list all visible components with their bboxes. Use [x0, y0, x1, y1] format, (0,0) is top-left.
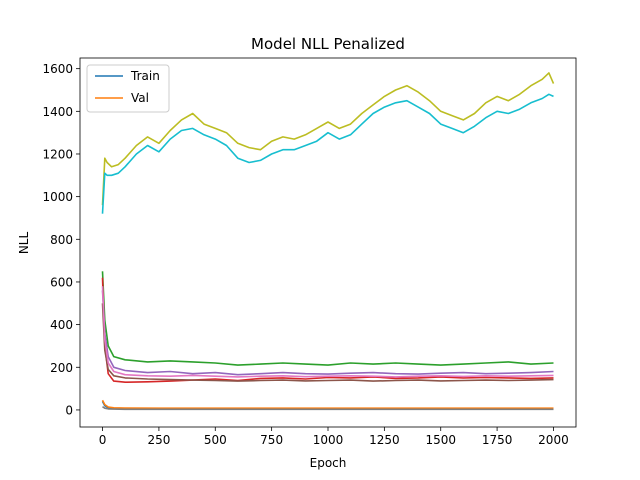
- y-tick-label: 1400: [42, 105, 73, 119]
- y-tick-label: 200: [50, 361, 73, 375]
- legend: Train Val: [86, 64, 170, 113]
- series-line-8: [102, 406, 554, 411]
- y-tick-label: 1600: [42, 62, 73, 76]
- x-tick-label: 1250: [369, 433, 400, 447]
- x-tick-label: 1750: [482, 433, 513, 447]
- x-axis-label: Epoch: [310, 456, 347, 470]
- chart-title: Model NLL Penalized: [251, 35, 405, 53]
- series-layer: [101, 72, 555, 411]
- legend-train-label: Train: [130, 69, 160, 83]
- series-line-6: [101, 303, 554, 382]
- x-tick-label: 1000: [313, 433, 344, 447]
- series-line-9: [101, 72, 555, 206]
- series-line-7: [101, 286, 554, 378]
- y-axis-label: NLL: [17, 232, 31, 255]
- series-line-4: [101, 277, 554, 384]
- y-tick-label: 800: [50, 233, 73, 247]
- x-tick-label: 500: [204, 433, 227, 447]
- series-line-2: [101, 399, 554, 410]
- y-tick-label: 1200: [42, 147, 73, 161]
- series-line-3: [101, 271, 554, 366]
- series-line-10: [101, 93, 554, 214]
- plot-frame: [79, 57, 577, 428]
- x-tick-label: 2000: [538, 433, 569, 447]
- series-line-5: [101, 290, 554, 376]
- x-tick-label: 1500: [425, 433, 456, 447]
- y-tick-label: 400: [50, 318, 73, 332]
- legend-val-label: Val: [131, 91, 149, 105]
- x-tick-label: 750: [260, 433, 283, 447]
- tick-layer: 0 250 500 750 1000 1250 1500 1750 2000 0 200 400 600…: [42, 62, 568, 447]
- y-tick-label: 1000: [42, 190, 73, 204]
- y-tick-label: 0: [65, 403, 73, 417]
- x-tick-label: 0: [99, 433, 107, 447]
- y-tick-label: 600: [50, 275, 73, 289]
- x-tick-label: 250: [147, 433, 170, 447]
